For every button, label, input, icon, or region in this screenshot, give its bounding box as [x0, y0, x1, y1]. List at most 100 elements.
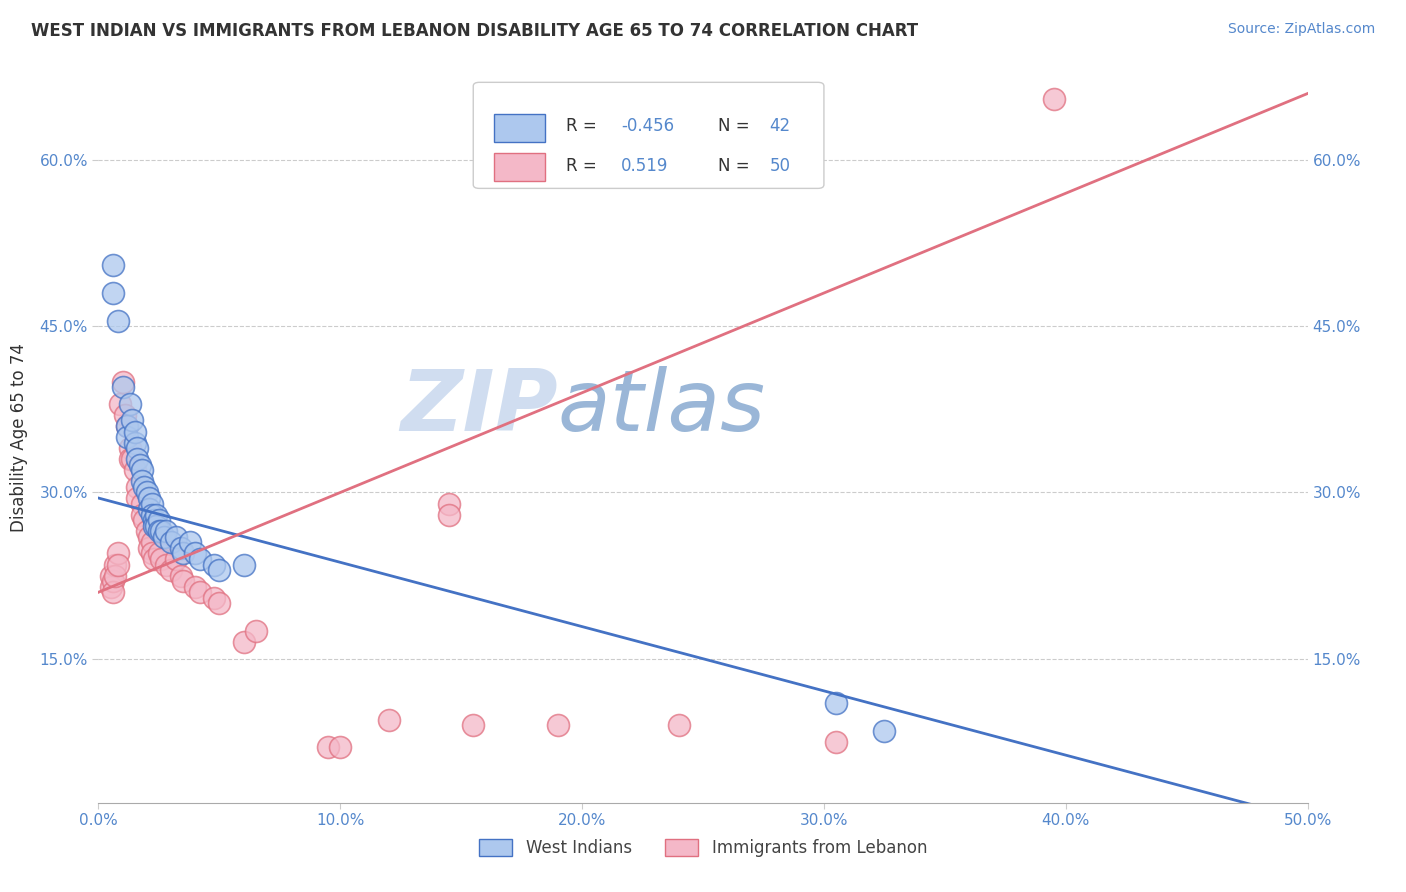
Text: N =: N = — [717, 118, 755, 136]
Point — [127, 452, 149, 467]
Point — [169, 541, 191, 555]
Text: Source: ZipAtlas.com: Source: ZipAtlas.com — [1227, 22, 1375, 37]
Point — [172, 546, 194, 560]
FancyBboxPatch shape — [494, 153, 544, 181]
Point — [118, 397, 141, 411]
Point — [131, 508, 153, 522]
Point — [138, 502, 160, 516]
Point — [101, 285, 124, 300]
Point — [117, 419, 139, 434]
Point — [150, 524, 173, 539]
Point — [138, 530, 160, 544]
Point — [143, 518, 166, 533]
Point — [437, 508, 460, 522]
Point — [131, 497, 153, 511]
Point — [131, 463, 153, 477]
Point — [245, 624, 267, 638]
Text: 42: 42 — [769, 118, 790, 136]
Text: atlas: atlas — [558, 367, 766, 450]
Text: R =: R = — [567, 157, 602, 175]
Point — [114, 408, 136, 422]
Point — [124, 463, 146, 477]
Point — [128, 458, 150, 472]
Point — [138, 491, 160, 505]
Point — [121, 413, 143, 427]
Point — [111, 375, 134, 389]
Point — [145, 508, 167, 522]
Point — [150, 552, 173, 566]
Point — [169, 568, 191, 582]
Point — [873, 723, 896, 738]
Legend: West Indians, Immigrants from Lebanon: West Indians, Immigrants from Lebanon — [472, 832, 934, 864]
Point — [148, 513, 170, 527]
Point — [668, 718, 690, 732]
Point — [124, 435, 146, 450]
Point — [152, 530, 174, 544]
Text: WEST INDIAN VS IMMIGRANTS FROM LEBANON DISABILITY AGE 65 TO 74 CORRELATION CHART: WEST INDIAN VS IMMIGRANTS FROM LEBANON D… — [31, 22, 918, 40]
Point — [121, 452, 143, 467]
Point — [316, 740, 339, 755]
Text: R =: R = — [567, 118, 602, 136]
Point — [141, 535, 163, 549]
Point — [101, 574, 124, 589]
Point — [145, 518, 167, 533]
Point — [165, 530, 187, 544]
Point — [117, 419, 139, 434]
Point — [107, 558, 129, 572]
Point — [127, 480, 149, 494]
Text: N =: N = — [717, 157, 755, 175]
FancyBboxPatch shape — [474, 82, 824, 188]
Point — [148, 524, 170, 539]
Point — [141, 508, 163, 522]
Point — [107, 314, 129, 328]
Point — [188, 552, 211, 566]
FancyBboxPatch shape — [494, 114, 544, 142]
Point — [377, 713, 399, 727]
Point — [160, 535, 183, 549]
Point — [155, 558, 177, 572]
Point — [135, 524, 157, 539]
Point — [172, 574, 194, 589]
Point — [179, 535, 201, 549]
Point — [232, 558, 254, 572]
Point — [208, 596, 231, 610]
Point — [124, 425, 146, 439]
Point — [141, 497, 163, 511]
Point — [104, 558, 127, 572]
Point — [825, 735, 848, 749]
Point — [184, 580, 207, 594]
Point — [165, 552, 187, 566]
Point — [825, 696, 848, 710]
Point — [127, 491, 149, 505]
Point — [134, 513, 156, 527]
Y-axis label: Disability Age 65 to 74: Disability Age 65 to 74 — [10, 343, 28, 532]
Text: -0.456: -0.456 — [621, 118, 673, 136]
Point — [127, 441, 149, 455]
Point — [141, 546, 163, 560]
Point — [100, 568, 122, 582]
Point — [463, 718, 485, 732]
Point — [1042, 92, 1064, 106]
Point — [111, 380, 134, 394]
Text: 0.519: 0.519 — [621, 157, 668, 175]
Point — [118, 441, 141, 455]
Point — [208, 563, 231, 577]
Point — [184, 546, 207, 560]
Point — [131, 475, 153, 489]
Text: ZIP: ZIP — [401, 367, 558, 450]
Point — [547, 718, 569, 732]
Point — [138, 541, 160, 555]
Point — [134, 480, 156, 494]
Point — [117, 430, 139, 444]
Point — [155, 524, 177, 539]
Point — [204, 558, 226, 572]
Point — [437, 497, 460, 511]
Point — [135, 485, 157, 500]
Point — [160, 563, 183, 577]
Point — [204, 591, 226, 605]
Point — [107, 546, 129, 560]
Point — [188, 585, 211, 599]
Point — [143, 513, 166, 527]
Point — [108, 397, 131, 411]
Point — [329, 740, 352, 755]
